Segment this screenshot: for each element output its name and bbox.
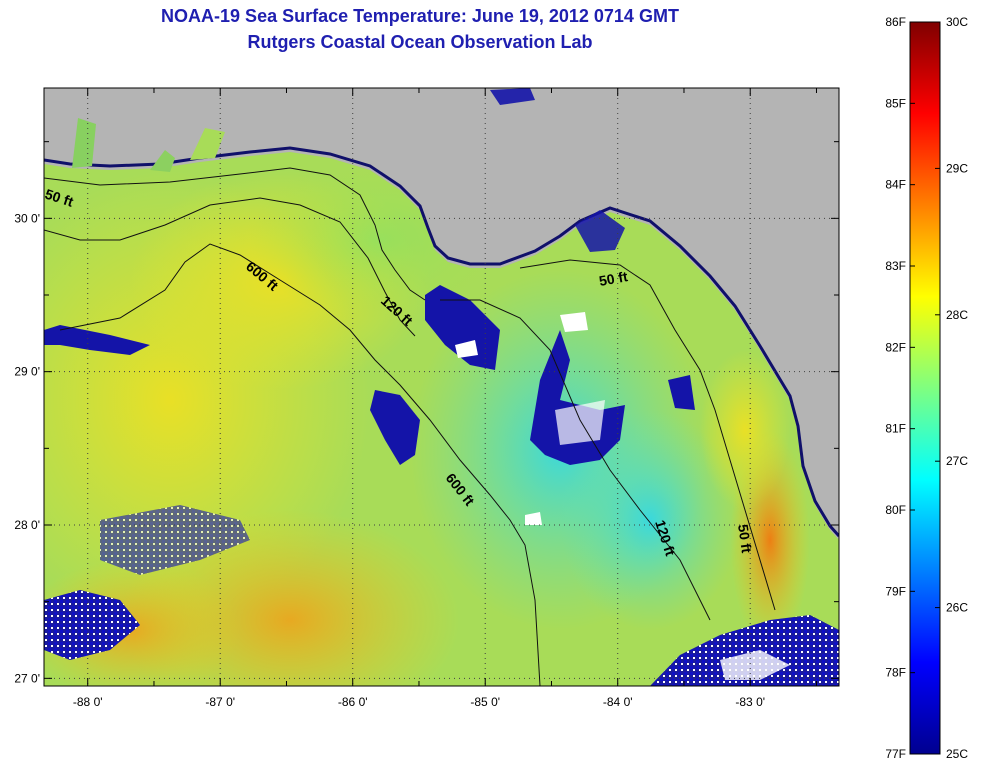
colorbar-celsius-labels: 30C 29C 28C 27C 26C 25C <box>935 15 968 761</box>
colorbar-f-label: 80F <box>885 503 906 517</box>
lon-tick-label: -88 0' <box>73 695 103 709</box>
depth-contours <box>44 167 776 686</box>
colorbar-f-label: 84F <box>885 178 906 192</box>
contour-50ft-east <box>519 259 776 611</box>
latitude-axis: 27 0' 28 0' 29 0' 30 0' <box>14 211 40 685</box>
colorbar-f-label: 85F <box>885 96 906 110</box>
colorbar-fahrenheit-labels: 86F 85F 84F 83F 82F 81F 80F 79F 78F 77F <box>885 15 915 761</box>
sst-field: 50 ft 600 ft 120 ft 50 ft 600 ft 120 ft … <box>44 88 839 686</box>
colorbar-f-label: 81F <box>885 422 906 436</box>
lat-tick-label: 27 0' <box>14 671 40 685</box>
colorbar-f-label: 79F <box>885 584 906 598</box>
colorbar: 86F 85F 84F 83F 82F 81F 80F 79F 78F 77F 30C 29C 28C… <box>885 15 968 761</box>
colorbar-c-label: 26C <box>946 601 968 615</box>
colorbar-scale <box>909 21 941 755</box>
land-mass <box>44 88 839 540</box>
lat-tick-label: 28 0' <box>14 518 40 532</box>
colorbar-f-label: 77F <box>885 747 906 761</box>
colorbar-c-label: 27C <box>946 454 968 468</box>
colorbar-f-label: 86F <box>885 15 906 29</box>
lat-tick-label: 29 0' <box>14 365 40 379</box>
axis-ticks <box>44 88 839 686</box>
map-frame <box>43 87 840 687</box>
lon-tick-label: -86 0' <box>338 695 368 709</box>
map-subtitle: Rutgers Coastal Ocean Observation Lab <box>247 32 593 52</box>
colorbar-c-label: 30C <box>946 15 968 29</box>
colorbar-f-label: 78F <box>885 666 906 680</box>
colorbar-f-label: 82F <box>885 340 906 354</box>
contour-600ft <box>59 243 541 686</box>
lon-tick-label: -87 0' <box>205 695 235 709</box>
contour-label: 50 ft <box>598 268 629 289</box>
contour-50ft-west <box>44 167 426 301</box>
lon-tick-label: -84 0' <box>603 695 633 709</box>
cloud-mask <box>455 312 790 680</box>
map-title: NOAA-19 Sea Surface Temperature: June 19… <box>161 6 679 26</box>
colorbar-c-label: 29C <box>946 161 968 175</box>
lon-tick-label: -83 0' <box>735 695 765 709</box>
longitude-axis: -88 0' -87 0' -86 0' -85 0' -84 0' -83 0' <box>73 695 765 709</box>
colorbar-f-label: 83F <box>885 259 906 273</box>
lon-tick-label: -85 0' <box>470 695 500 709</box>
colorbar-c-label: 25C <box>946 747 968 761</box>
contour-120ft-east <box>440 299 711 621</box>
contour-label: 50 ft <box>735 523 755 554</box>
cold-patches <box>44 88 839 686</box>
contour-120ft <box>44 197 416 337</box>
colorbar-c-label: 28C <box>946 308 968 322</box>
lat-tick-label: 30 0' <box>14 211 40 225</box>
